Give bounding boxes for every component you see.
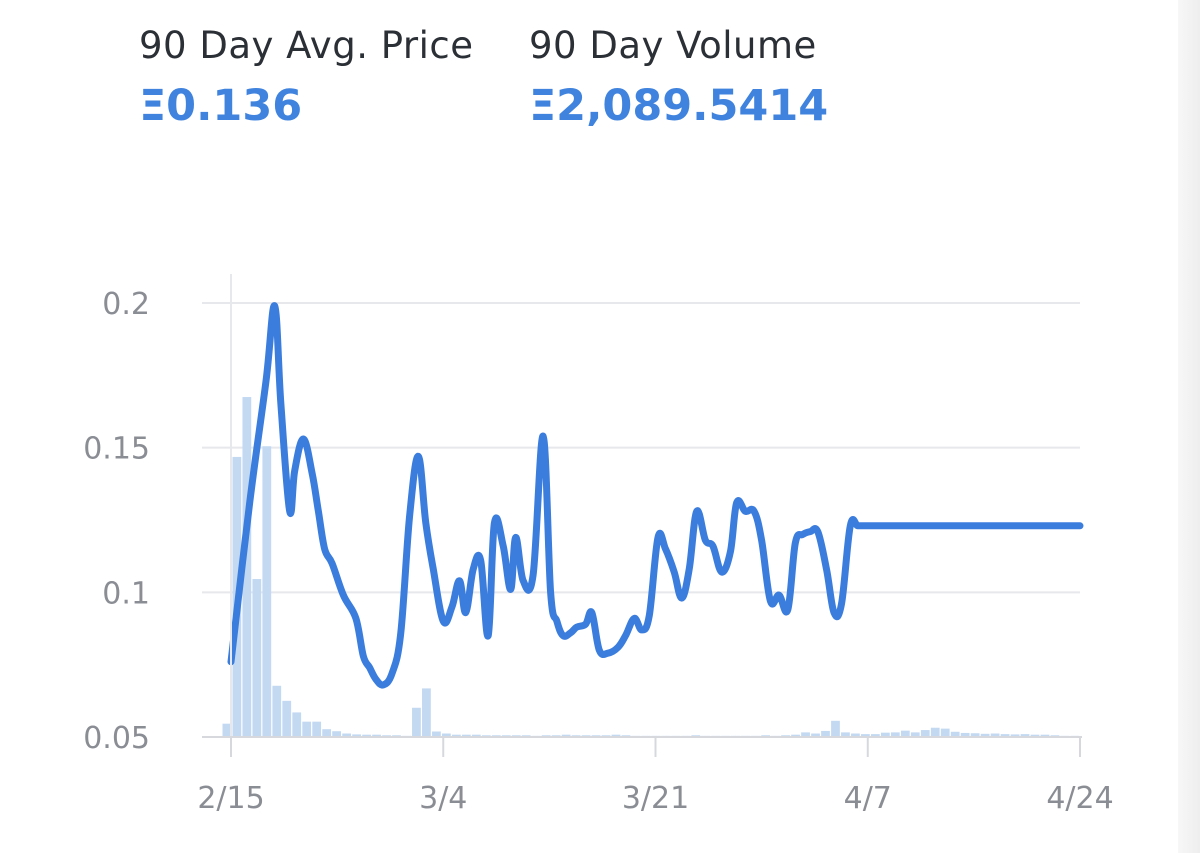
volume-bar (432, 731, 441, 737)
volume-bar (422, 688, 431, 737)
x-tick-label-2: 3/21 (622, 781, 689, 816)
volume-bar (561, 734, 571, 737)
volume-bar (611, 734, 621, 737)
volume-bar (851, 733, 860, 737)
volume-bar (930, 727, 940, 737)
volume-bar (262, 446, 272, 737)
volume-bar (940, 728, 950, 737)
volume-bar (920, 730, 930, 737)
x-tick-label-4: 4/24 (1046, 781, 1113, 816)
y-tick-label-1: 0.1 (102, 576, 150, 611)
x-tick-label-3: 4/7 (844, 781, 892, 816)
x-tick-label-1: 3/4 (419, 781, 467, 816)
volume-bar (441, 733, 451, 737)
y-tick-label-3: 0.2 (102, 287, 150, 322)
volume-bar (900, 730, 910, 737)
volume-bar (811, 733, 820, 737)
x-tick-label-0: 2/15 (197, 781, 264, 816)
volume-bar (831, 720, 840, 737)
volume-bar (970, 733, 980, 737)
volume-bar (222, 723, 232, 737)
volume-bar (910, 732, 920, 737)
volume-bar (950, 731, 960, 737)
axes: 0.05 0.1 0.15 0.2 2/15 3/4 3/21 4/7 4/24 (83, 274, 1114, 816)
volume-bar (292, 712, 302, 737)
volume-bar (471, 734, 481, 737)
volume-bar (302, 721, 312, 737)
volume-bar (801, 732, 810, 737)
volume-bar (372, 734, 381, 737)
volume-bar (352, 734, 361, 737)
volume-bar (362, 734, 371, 737)
volume-bar (1000, 734, 1010, 737)
volume-bar (451, 734, 461, 737)
volume-bar (791, 734, 800, 737)
volume-bar (990, 733, 1000, 737)
volume-bar (1040, 734, 1050, 737)
volume-bar (890, 732, 900, 737)
grid-lines (202, 302, 1080, 594)
price-line (227, 302, 1084, 689)
volume-bar (960, 732, 970, 737)
volume-bar (252, 579, 262, 737)
volume-bar (242, 397, 252, 737)
volume-value: Ξ2,089.5414 (529, 81, 829, 131)
y-tick-label-2: 0.15 (83, 432, 150, 467)
volume-bar (272, 685, 282, 737)
volume-bar (322, 729, 332, 737)
volume-bar (412, 707, 421, 737)
volume-bar (1020, 734, 1030, 737)
y-tick-label-0: 0.05 (83, 721, 150, 756)
stats-header: 90 Day Avg. Price Ξ0.136 90 Day Volume Ξ… (0, 0, 1200, 150)
volume-label: 90 Day Volume (529, 24, 817, 67)
volume-bar (282, 700, 292, 737)
volume-bar (342, 733, 351, 737)
volume-bar (332, 731, 342, 737)
volume-stat: 90 Day Volume Ξ2,089.5414 (529, 24, 828, 131)
volume-bar (861, 734, 870, 737)
avg-price-stat: 90 Day Avg. Price Ξ0.136 (139, 24, 473, 131)
price-line-group (227, 302, 1084, 689)
volume-bar (880, 732, 890, 737)
volume-bar (1030, 734, 1040, 737)
volume-bar (1010, 734, 1020, 737)
avg-price-label: 90 Day Avg. Price (139, 24, 474, 67)
volume-bar (821, 730, 830, 737)
volume-bar (461, 734, 471, 737)
avg-price-value: Ξ0.136 (139, 81, 303, 131)
volume-bar (870, 734, 880, 737)
right-edge-shade (1178, 0, 1200, 853)
volume-bar (841, 732, 850, 737)
volume-bar (312, 721, 322, 737)
volume-bar (980, 733, 990, 737)
